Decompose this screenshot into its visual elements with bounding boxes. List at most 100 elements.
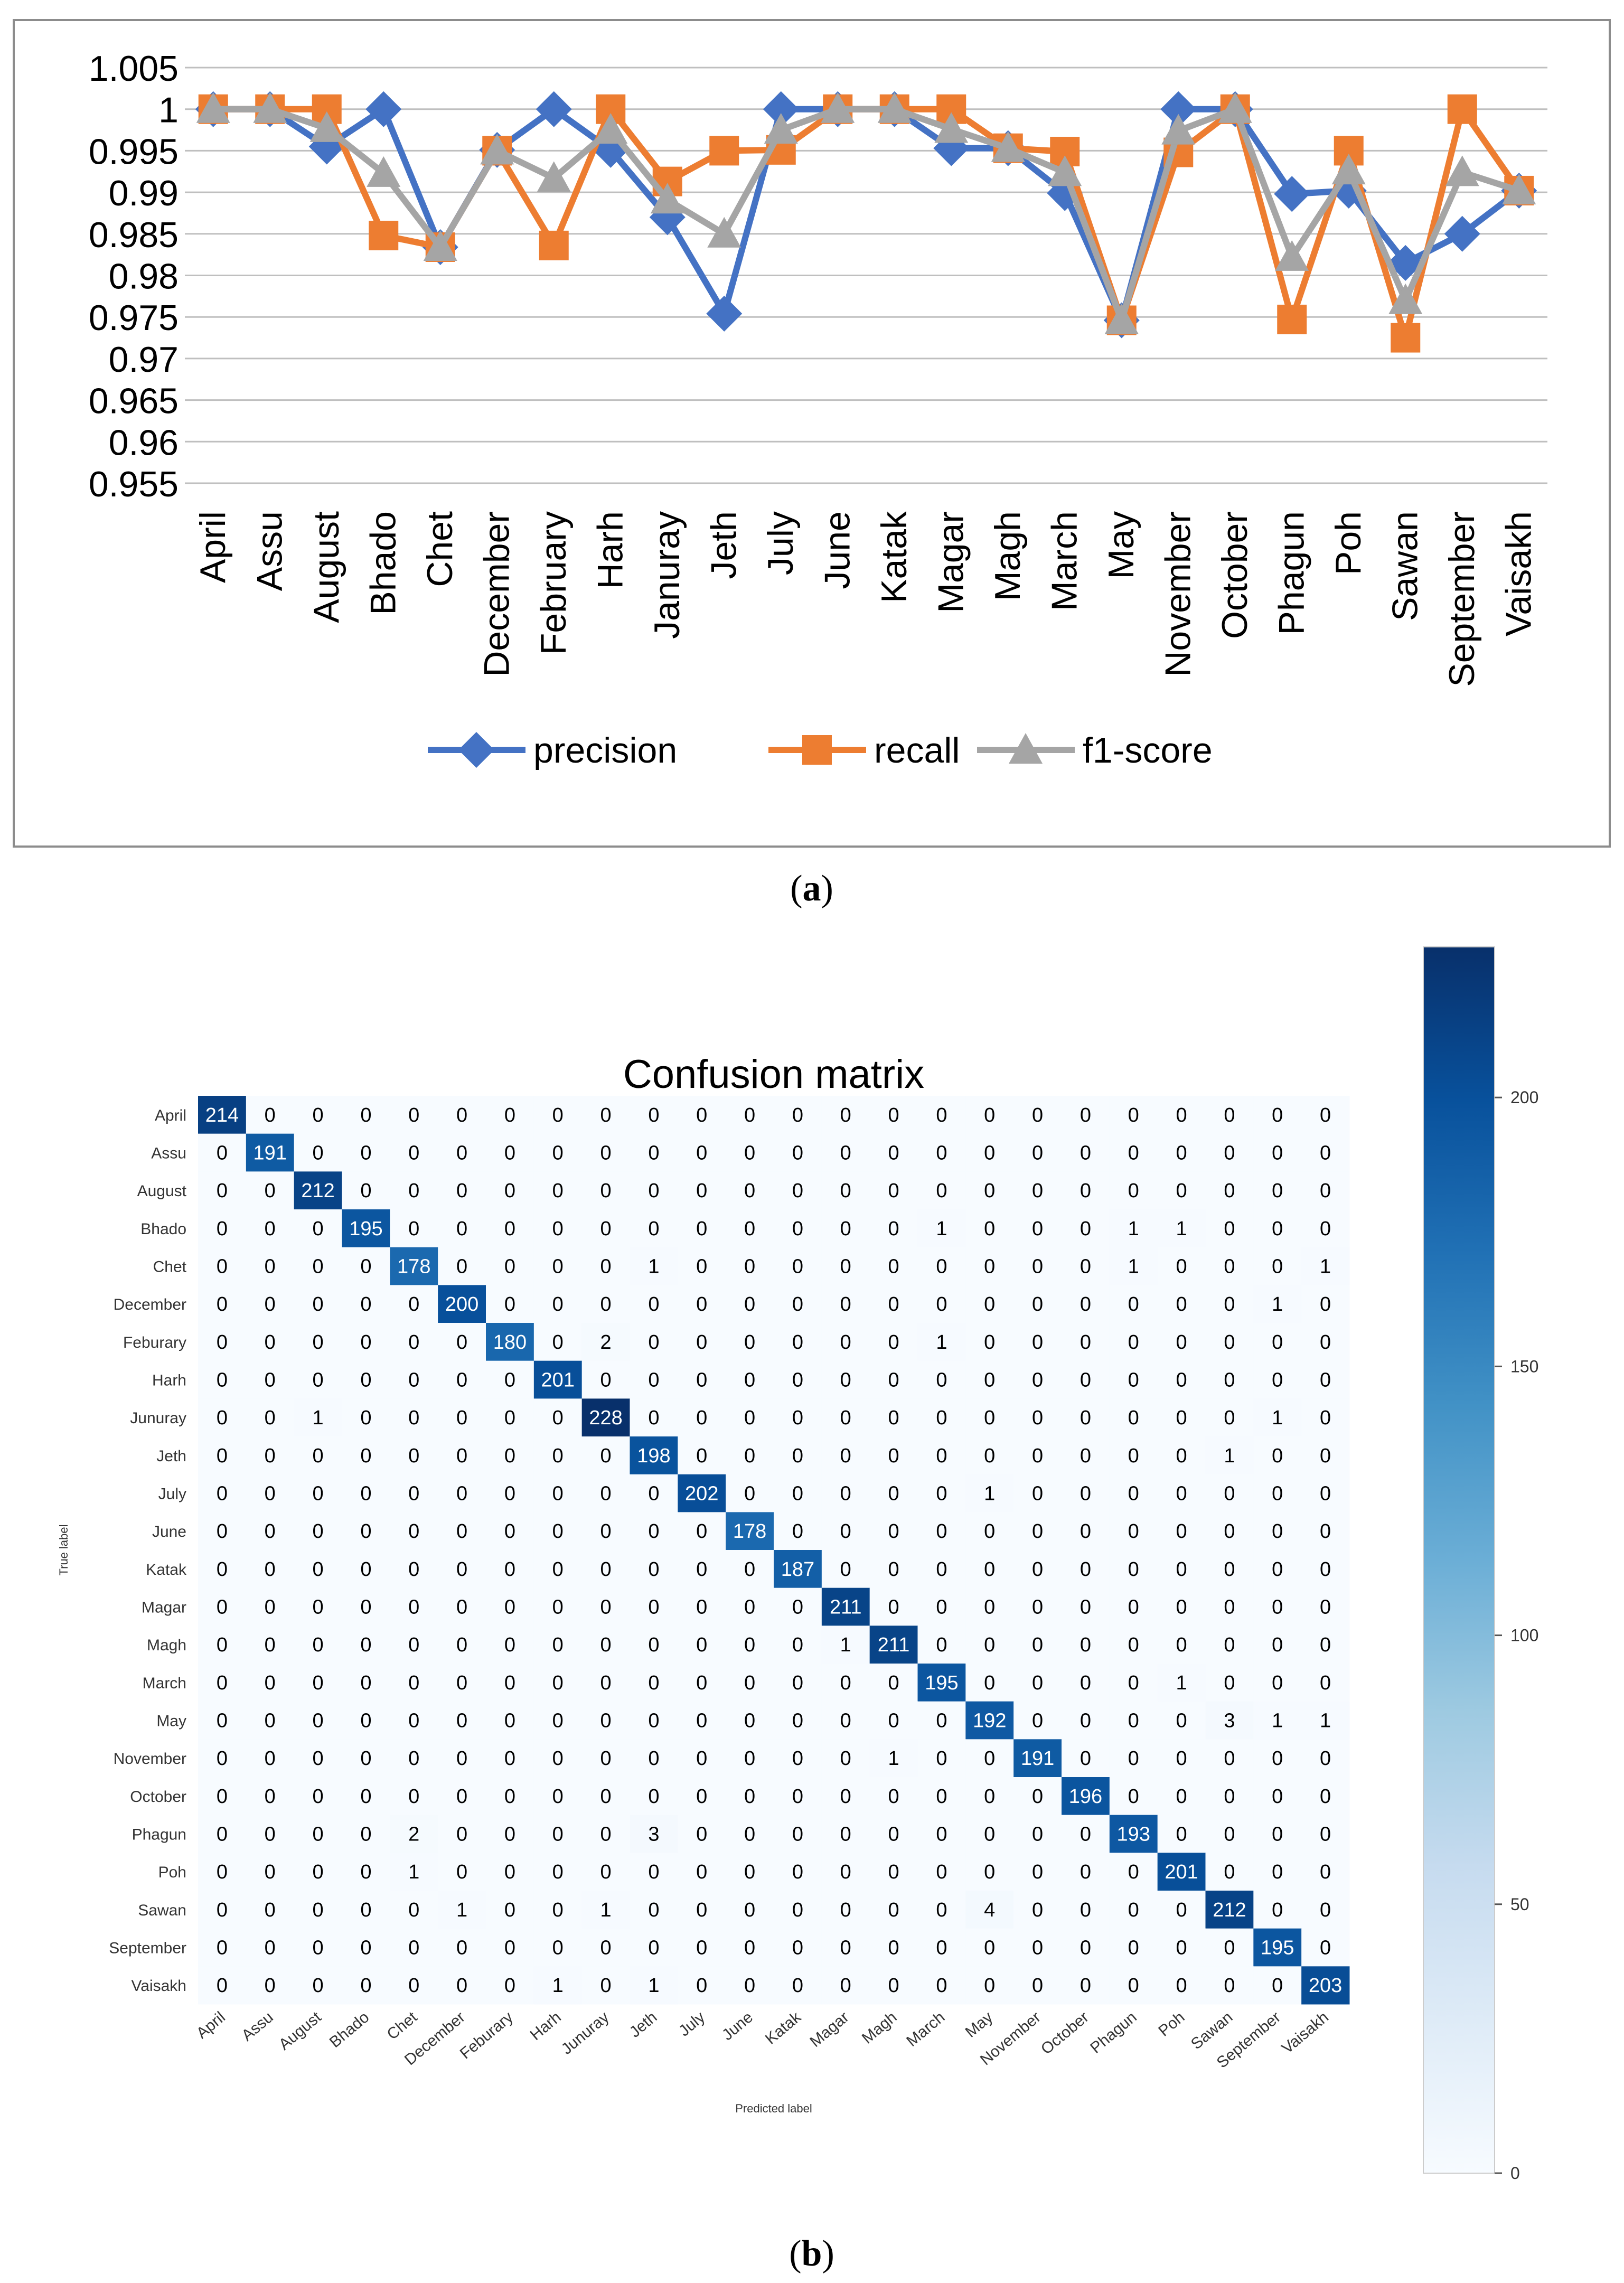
cm-cell <box>294 1701 342 1740</box>
cm-cell-value: 0 <box>1032 1483 1043 1505</box>
cm-cell-value: 0 <box>792 1861 803 1883</box>
cm-cell-value: 0 <box>1320 1331 1331 1354</box>
cm-cell <box>533 1701 583 1740</box>
cm-cell <box>1109 1474 1158 1512</box>
data-point-f1-score <box>253 92 287 123</box>
cm-cell <box>581 1398 630 1437</box>
cm-cell <box>1109 1664 1158 1702</box>
cm-cell-value: 0 <box>840 1672 851 1694</box>
cm-cell-value: 198 <box>637 1445 670 1467</box>
cm-cell <box>198 1626 247 1664</box>
cm-cell <box>1013 1512 1062 1551</box>
cm-cell-value: 0 <box>1080 1748 1091 1770</box>
cm-cell-value: 0 <box>1272 1899 1283 1921</box>
cm-cell-value: 0 <box>1128 1899 1139 1921</box>
cm-cell <box>1205 1966 1254 2005</box>
cm-cell <box>917 1436 966 1475</box>
cm-cell <box>630 1247 678 1285</box>
cm-cell <box>198 1360 247 1399</box>
cm-cell <box>246 1626 295 1664</box>
cm-cell-value: 0 <box>504 1975 515 1997</box>
cm-cell <box>342 1701 390 1740</box>
cm-cell <box>581 1815 630 1853</box>
cm-cell-value: 0 <box>1320 1899 1331 1921</box>
cm-cell <box>246 1133 295 1172</box>
cm-cell <box>1253 1171 1302 1210</box>
cm-cell-value: 0 <box>648 1710 659 1732</box>
cm-cell <box>917 1285 966 1323</box>
cm-cell-value: 0 <box>504 1180 515 1202</box>
legend-marker-precision <box>458 732 494 768</box>
cm-cell <box>294 1360 342 1399</box>
cm-cell-value: 0 <box>504 1824 515 1846</box>
cm-cell-value: 0 <box>217 1975 228 1997</box>
cm-cell-value: 0 <box>1032 1445 1043 1467</box>
cm-cell-value: 0 <box>265 1218 276 1240</box>
cm-cell <box>246 1436 295 1475</box>
cm-cell-value: 0 <box>552 1558 564 1581</box>
cm-cell-value: 0 <box>744 1710 755 1732</box>
data-point-precision <box>536 91 572 127</box>
cm-cell <box>533 1739 583 1778</box>
cm-cell-value: 0 <box>217 1445 228 1467</box>
cm-cell-value: 0 <box>1224 1937 1235 1959</box>
data-point-f1-score <box>367 156 401 187</box>
cm-cell-value: 0 <box>408 1520 419 1543</box>
cm-cell-value: 0 <box>888 1937 899 1959</box>
x-tick-label: July <box>761 511 801 575</box>
cm-cell <box>342 1360 390 1399</box>
cm-cell-value: 0 <box>1176 1142 1187 1164</box>
cm-cell-value: 0 <box>696 1369 707 1392</box>
cm-cell-value: 0 <box>313 1104 324 1126</box>
cm-cell <box>726 1777 774 1816</box>
cm-cell-value: 0 <box>265 1672 276 1694</box>
cm-cell <box>581 1285 630 1323</box>
cm-col-label: October <box>1038 2008 1092 2058</box>
cm-cell <box>1062 1323 1110 1361</box>
cm-col-label: Jeth <box>626 2008 661 2041</box>
cm-cell-value: 0 <box>1032 1369 1043 1392</box>
cm-cell <box>965 1739 1014 1778</box>
cm-cell <box>533 1777 583 1816</box>
cm-cell <box>390 1550 438 1589</box>
cm-cell-value: 0 <box>1032 1824 1043 1846</box>
cm-cell-value: 0 <box>1128 1331 1139 1354</box>
cm-cell <box>1062 1474 1110 1512</box>
cm-cell-value: 0 <box>360 1596 371 1619</box>
data-point-precision <box>1160 91 1197 127</box>
cm-row-label: June <box>152 1523 186 1540</box>
x-tick-label: Sawan <box>1385 511 1425 621</box>
cm-cell <box>246 1853 295 1891</box>
cm-cell <box>1062 1966 1110 2005</box>
cm-cell <box>1205 1626 1254 1664</box>
cm-cell-value: 0 <box>313 1710 324 1732</box>
cm-cell-value: 0 <box>1032 1899 1043 1921</box>
cm-cell <box>630 1587 678 1626</box>
cm-cell <box>1157 1966 1206 2005</box>
cm-cell-value: 0 <box>1032 1520 1043 1543</box>
cm-cell <box>342 1436 390 1475</box>
cm-cell <box>390 1360 438 1399</box>
cm-cell <box>1253 1891 1302 1929</box>
cm-cell <box>533 1360 583 1399</box>
cm-cell-value: 0 <box>504 1710 515 1732</box>
cm-cell-value: 0 <box>360 1634 371 1656</box>
cm-cell <box>726 1133 774 1172</box>
cm-cell <box>1301 1133 1350 1172</box>
cm-cell <box>965 1701 1014 1740</box>
cm-cell <box>630 1398 678 1437</box>
cm-cell-value: 0 <box>888 1331 899 1354</box>
cm-cell-value: 0 <box>1032 1293 1043 1316</box>
cm-cell <box>1253 1096 1302 1134</box>
cm-cell <box>1109 1133 1158 1172</box>
cm-cell-value: 0 <box>313 1331 324 1354</box>
cm-cell <box>1253 1209 1302 1248</box>
cm-cell <box>726 1285 774 1323</box>
cm-cell <box>294 1133 342 1172</box>
cm-cell-value: 0 <box>217 1218 228 1240</box>
cm-cell <box>1013 1664 1062 1702</box>
cm-cell <box>726 1891 774 1929</box>
cm-cell-value: 0 <box>696 1558 707 1581</box>
cm-cell-value: 0 <box>792 1975 803 1997</box>
cm-col-label: Magar <box>806 2008 852 2051</box>
